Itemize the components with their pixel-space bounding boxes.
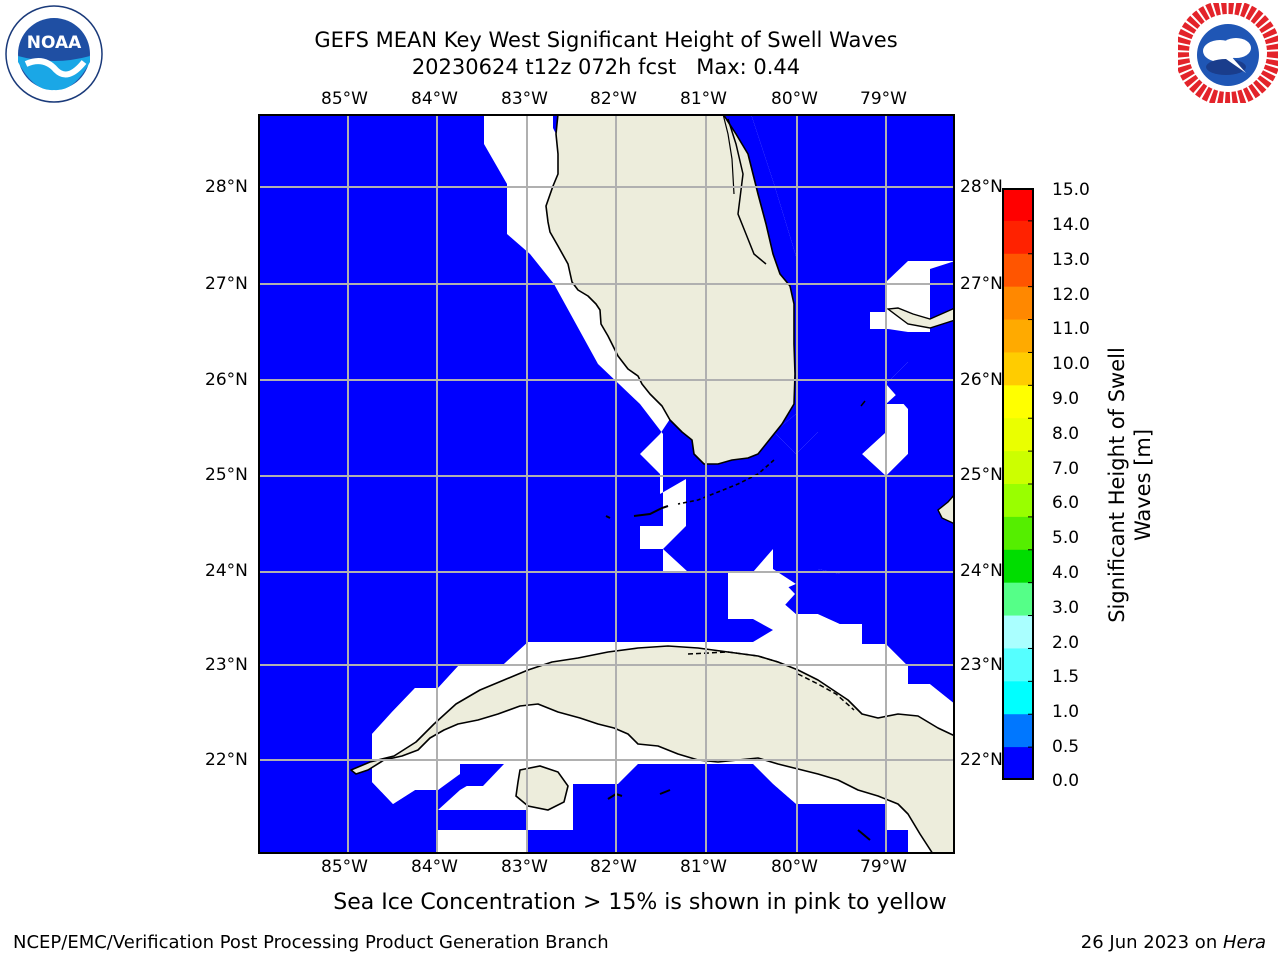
map-frame xyxy=(258,114,955,854)
map-panel xyxy=(258,113,956,855)
graticule xyxy=(258,114,955,854)
lon-label-top: 84°W xyxy=(411,89,458,109)
chart-title: GEFS MEAN Key West Significant Height of… xyxy=(314,28,898,52)
colorbar-tick-label: 14.0 xyxy=(1052,215,1090,235)
lon-label-bottom: 83°W xyxy=(501,857,548,877)
colorbar-segment xyxy=(1002,648,1034,682)
colorbar-tick-label: 10.0 xyxy=(1052,354,1090,374)
chart-subtitle: 20230624 t12z 072h fcst Max: 0.44 xyxy=(411,55,801,79)
colorbar-tick-label: 0.0 xyxy=(1052,771,1080,791)
colorbar-tick-label: 8.0 xyxy=(1052,424,1080,444)
colorbar-segment xyxy=(1002,747,1034,781)
lon-label-top: 80°W xyxy=(771,89,818,109)
lon-label-bottom: 85°W xyxy=(321,857,368,877)
lat-label-left: 22°N xyxy=(205,750,248,770)
lat-label-right: 22°N xyxy=(960,750,1003,770)
lat-label-right: 25°N xyxy=(960,465,1003,485)
nws-logo xyxy=(1175,0,1280,106)
colorbar-tick-label: 1.0 xyxy=(1052,702,1080,722)
colorbar-segment xyxy=(1002,418,1034,452)
lat-label-right: 28°N xyxy=(960,177,1003,197)
lat-label-right: 27°N xyxy=(960,274,1003,294)
lat-label-left: 25°N xyxy=(205,465,248,485)
colorbar-segment xyxy=(1002,714,1034,748)
lon-label-top: 83°W xyxy=(501,89,548,109)
colorbar-tick-label: 6.0 xyxy=(1052,493,1080,513)
colorbar-tick-label: 12.0 xyxy=(1052,285,1090,305)
colorbar-segment xyxy=(1002,220,1034,255)
colorbar-ticks: 15.0 14.0 13.0 12.0 11.0 10.0 9.0 8.0 7.… xyxy=(1034,180,1104,791)
colorbar-label-line1: Significant Height of Swell xyxy=(1105,347,1129,623)
colorbar xyxy=(1002,187,1034,781)
lon-label-bottom: 80°W xyxy=(771,857,818,877)
sea-ice-caption: Sea Ice Concentration > 15% is shown in … xyxy=(333,890,947,915)
lon-label-bottom: 82°W xyxy=(590,857,637,877)
lon-label-top: 81°W xyxy=(680,89,727,109)
swell-height-map xyxy=(258,113,956,855)
colorbar-segment xyxy=(1002,188,1034,222)
lat-label-left: 27°N xyxy=(205,274,248,294)
lat-label-right: 24°N xyxy=(960,561,1003,581)
no-data-diamond xyxy=(753,573,795,616)
colorbar-segment xyxy=(1002,352,1034,386)
colorbar-tick-label: 4.0 xyxy=(1052,563,1080,583)
colorbar-tick-label: 2.0 xyxy=(1052,633,1080,653)
colorbar-label: Significant Height of Swell Waves [m] xyxy=(1100,300,1160,670)
lat-label-right: 23°N xyxy=(960,655,1003,675)
footer-host: Hera xyxy=(1222,932,1266,953)
colorbar-tick-label: 15.0 xyxy=(1052,180,1090,200)
colorbar-segment xyxy=(1002,681,1034,715)
noaa-logo: NOAA xyxy=(4,4,104,104)
colorbar-segment xyxy=(1002,549,1034,584)
colorbar-segment xyxy=(1002,253,1034,288)
colorbar-tick-label: 13.0 xyxy=(1052,250,1090,270)
colorbar-tick-label: 1.5 xyxy=(1052,667,1080,687)
colorbar-tick-label: 9.0 xyxy=(1052,389,1080,409)
lat-label-left: 23°N xyxy=(205,655,248,675)
lon-label-bottom: 81°W xyxy=(680,857,727,877)
colorbar-tick-label: 3.0 xyxy=(1052,598,1080,618)
colorbar-tick-label: 5.0 xyxy=(1052,528,1080,548)
colorbar-segment xyxy=(1002,516,1034,551)
colorbar-segment xyxy=(1002,451,1034,485)
colorbar-tick-label: 0.5 xyxy=(1052,737,1080,757)
colorbar-tick-label: 7.0 xyxy=(1052,459,1080,479)
lat-label-left: 26°N xyxy=(205,370,248,390)
lat-label-left: 24°N xyxy=(205,561,248,581)
lon-label-bottom: 84°W xyxy=(411,857,458,877)
lon-label-top: 85°W xyxy=(321,89,368,109)
land-isla-juventud xyxy=(515,765,569,811)
lat-label-right: 26°N xyxy=(960,370,1003,390)
svg-text:NOAA: NOAA xyxy=(27,33,82,53)
lon-label-bottom: 79°W xyxy=(860,857,907,877)
lat-label-left: 28°N xyxy=(205,177,248,197)
colorbar-tick-label: 11.0 xyxy=(1052,319,1090,339)
colorbar-segment xyxy=(1002,484,1034,518)
colorbar-segment xyxy=(1002,385,1034,419)
colorbar-segment xyxy=(1002,286,1034,321)
colorbar-label-line2: Waves [m] xyxy=(1131,429,1155,541)
lon-label-top: 79°W xyxy=(860,89,907,109)
lon-label-top: 82°W xyxy=(590,89,637,109)
land-cuba xyxy=(350,645,956,855)
colorbar-segment xyxy=(1002,582,1034,617)
land-florida xyxy=(545,113,796,465)
footer-branch: NCEP/EMC/Verification Post Processing Pr… xyxy=(13,932,609,953)
footer-date: 26 Jun 2023 on Hera xyxy=(1081,932,1266,953)
footer-date-text: 26 Jun 2023 on xyxy=(1080,932,1223,953)
colorbar-segment xyxy=(1002,319,1034,353)
colorbar-segment xyxy=(1002,615,1034,649)
